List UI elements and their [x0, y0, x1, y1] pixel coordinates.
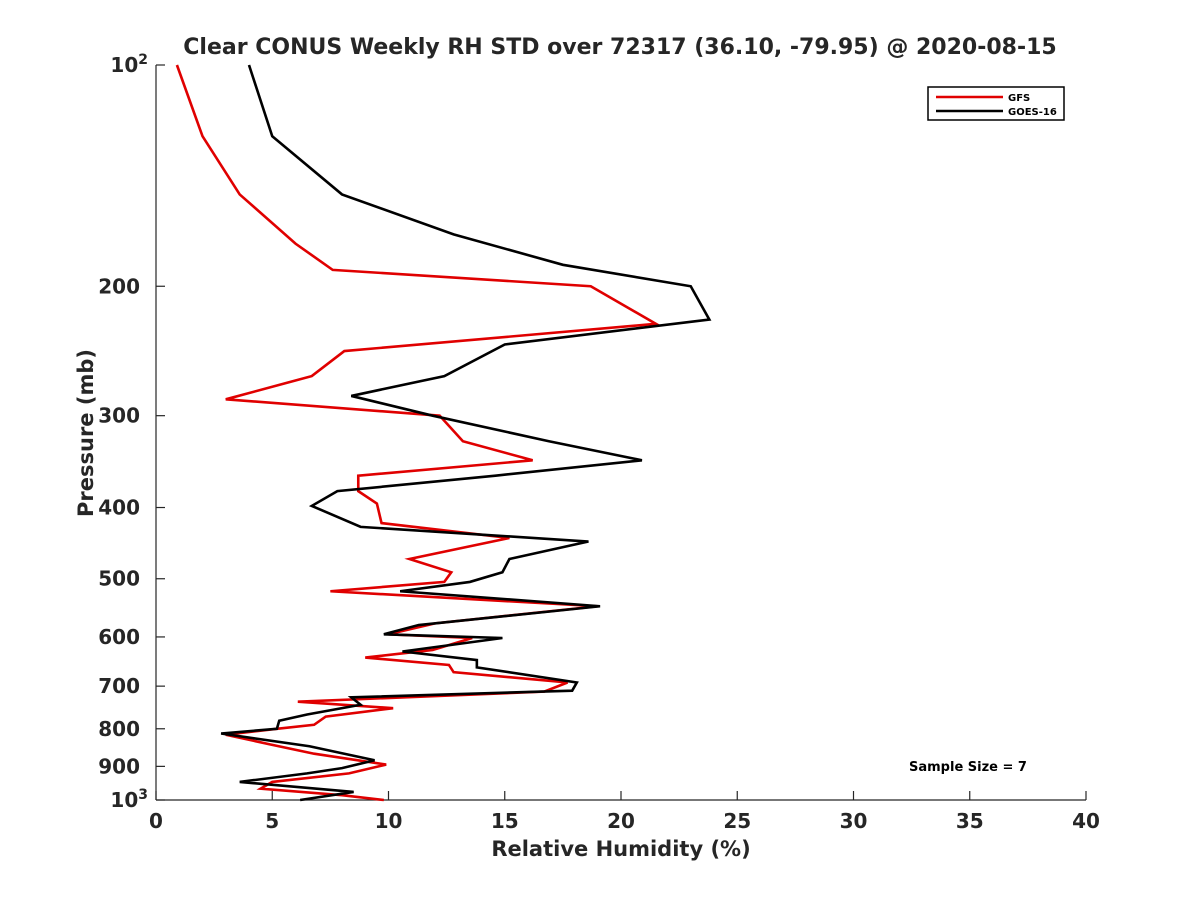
legend-label-goes16: GOES-16	[1008, 107, 1057, 118]
legend: GFS GOES-16	[927, 86, 1065, 121]
x-tick-label: 20	[607, 809, 635, 833]
y-tick-label: 700	[98, 674, 140, 698]
x-ticks: 0 5 10 15 20 25 30 35 40	[149, 791, 1100, 833]
y-tick-label: 102	[110, 52, 148, 77]
y-tick-label: 800	[98, 717, 140, 741]
x-tick-label: 30	[840, 809, 868, 833]
series-layer	[175, 64, 712, 802]
x-tick-label: 25	[723, 809, 751, 833]
x-axis-label: Relative Humidity (%)	[491, 837, 750, 861]
y-tick-label: 103	[110, 787, 148, 812]
y-tick-label: 300	[98, 404, 140, 428]
y-tick-label: 200	[98, 274, 140, 298]
x-tick-label: 35	[956, 809, 984, 833]
chart-title: Clear CONUS Weekly RH STD over 72317 (36…	[183, 35, 1056, 60]
y-axis-label: Pressure (mb)	[74, 349, 98, 517]
y-tick-label: 500	[98, 567, 140, 591]
legend-label-gfs: GFS	[1008, 93, 1030, 104]
x-tick-label: 0	[149, 809, 163, 833]
x-tick-label: 5	[265, 809, 279, 833]
sample-size-annotation: Sample Size = 7	[909, 760, 1027, 775]
x-tick-label: 10	[375, 809, 403, 833]
series-line-goes16	[220, 64, 712, 802]
y-tick-label: 900	[98, 754, 140, 778]
y-tick-label: 400	[98, 496, 140, 520]
legend-box	[927, 86, 1065, 121]
x-tick-label: 40	[1072, 809, 1100, 833]
x-tick-label: 15	[491, 809, 519, 833]
y-tick-label: 600	[98, 625, 140, 649]
y-ticks: 102 200 300 400 500 600 700 800 900 103	[98, 52, 165, 812]
